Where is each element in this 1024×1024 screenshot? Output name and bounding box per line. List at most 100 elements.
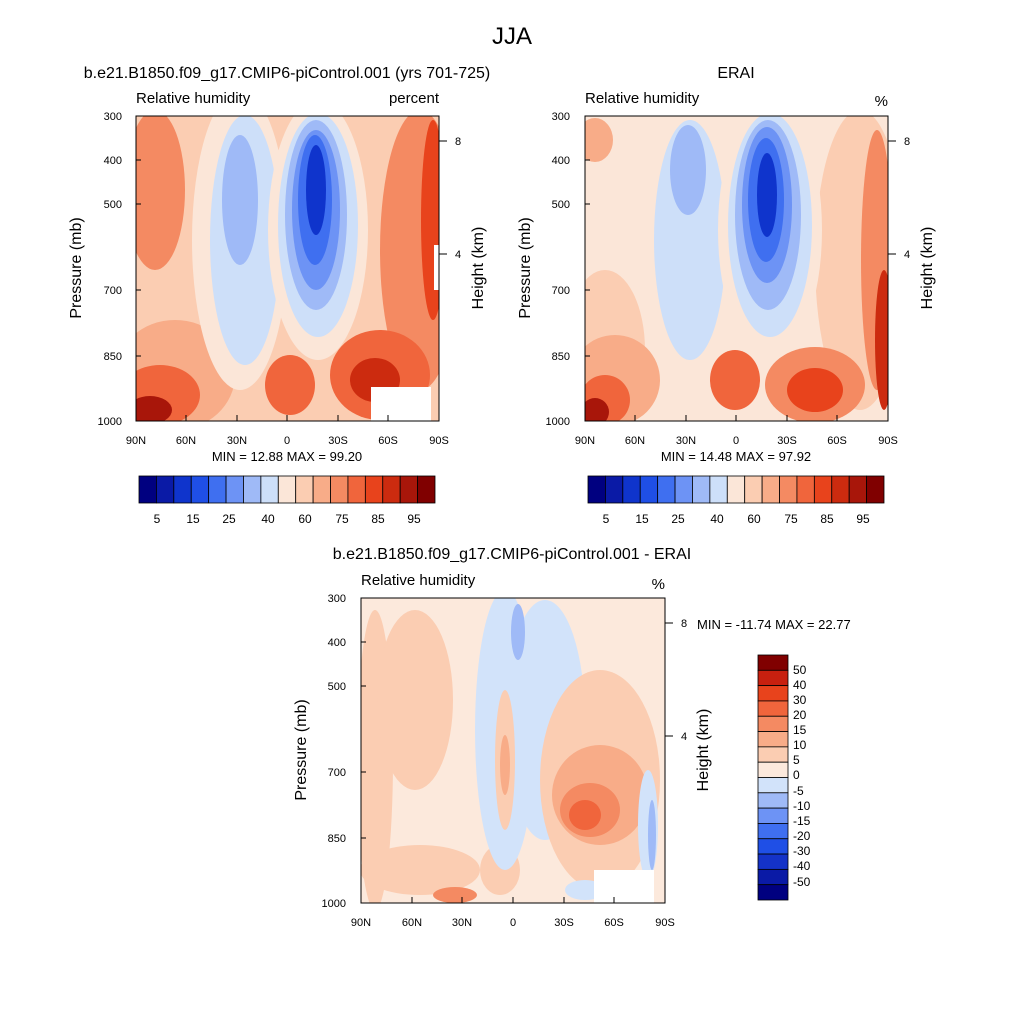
panel-diff-right-axis: 8 4 [665,618,687,743]
panel-erai-field [585,116,888,421]
y-tick-label: 700 [328,767,346,779]
colorbar-box [757,746,789,763]
field-contour [648,800,656,870]
field-contour [222,135,258,265]
field-contour [585,398,609,421]
field-contour [265,355,315,415]
colorbar-box [848,475,867,504]
colorbar-label: 20 [793,708,807,722]
colorbar-box [243,475,262,504]
y-tick-label: 400 [328,637,346,649]
colorbar-box [330,475,349,504]
colorbar-box [312,475,331,504]
field-missing [371,387,431,421]
y-tick-label: 300 [552,111,570,123]
colorbar-diff-boxes [757,654,789,901]
colorbar-box [417,475,436,504]
colorbar-box [639,475,659,504]
panel-model-xticks: 90N 60N 30N 0 30S 60S 90S [126,415,449,447]
y-tick-label: 300 [328,593,346,605]
panel-erai: ERAI Relative humidity % [517,65,936,526]
colorbar-box [779,475,798,504]
colorbar-label: 5 [793,753,800,767]
colorbar-label: 15 [635,512,649,526]
colorbar-box [208,475,227,504]
colorbar-box [757,654,789,671]
colorbar-label: -50 [793,875,811,889]
panel-erai-yticks: 300 400 500 700 850 1000 [546,111,590,428]
colorbar-box [225,475,244,504]
y-tick-label: 850 [104,351,122,363]
field-contour [136,116,185,270]
field-missing [434,245,439,290]
panel-erai-xticks: 90N 60N 30N 0 30S 60S 90S [575,415,898,447]
panel-diff-xticks: 90N 60N 30N 0 30S 60S 90S [351,897,675,929]
panel-erai-title: ERAI [717,65,754,82]
colorbar-box [657,475,676,504]
field-contour [136,396,172,421]
field-contour [569,800,601,830]
height-tick-label: 4 [455,249,461,261]
panel-model-minmax: MIN = 12.88 MAX = 99.20 [212,449,362,464]
colorbar-box [757,868,789,886]
field-contour [875,270,888,410]
panel-erai-units: % [875,93,888,110]
figure-title: JJA [492,23,532,50]
colorbar-label: 25 [222,512,236,526]
x-tick-label: 30S [328,435,348,447]
x-tick-label: 30S [777,435,797,447]
field-contour [433,887,477,903]
y-tick-label: 500 [104,199,122,211]
panel-erai-variable: Relative humidity [585,90,700,107]
panel-diff-minmax: MIN = -11.74 MAX = 22.77 [697,617,851,632]
field-contour [361,845,480,895]
panel-model-title: b.e21.B1850.f09_g17.CMIP6-piControl.001 … [84,65,490,82]
panel-model-ylabel: Pressure (mb) [68,217,85,318]
colorbar-diff: 50 40 30 20 15 10 5 0 -5 -10 -15 -20 -30… [757,654,811,901]
y-tick-label: 400 [552,155,570,167]
colorbar-box [757,669,789,687]
x-tick-label: 60N [176,435,196,447]
panel-diff-title: b.e21.B1850.f09_g17.CMIP6-piControl.001 … [333,546,691,563]
y-tick-label: 1000 [322,898,346,910]
colorbar-box [726,475,746,504]
panel-diff-yticks: 300 400 500 700 850 1000 [322,593,366,910]
colorbar-box [190,475,210,504]
colorbar-box [831,475,850,504]
x-tick-label: 60N [625,435,645,447]
y-tick-label: 850 [328,833,346,845]
x-tick-label: 90N [351,917,371,929]
field-contour [500,735,510,795]
colorbar-label: -5 [793,784,804,798]
height-tick-label: 8 [455,136,461,148]
y-tick-label: 700 [104,285,122,297]
field-contour [585,118,613,162]
colorbar-erai: 5 15 25 40 60 75 85 95 [587,475,885,526]
colorbar-box [277,475,297,504]
colorbar-label: 85 [820,512,834,526]
colorbar-label: -40 [793,859,811,873]
colorbar-box [399,475,418,504]
colorbar-label: 30 [793,693,807,707]
field-contour [710,350,760,410]
x-tick-label: 30N [452,917,472,929]
colorbar-label: 15 [793,723,807,737]
x-tick-label: 90S [878,435,898,447]
field-contour [757,153,777,237]
colorbar-erai-boxes [587,475,885,504]
colorbar-label: 40 [261,512,275,526]
colorbar-box [796,475,815,504]
panel-model-right-axis: 8 4 [439,136,461,261]
colorbar-box [757,700,789,717]
colorbar-label: 85 [371,512,385,526]
panel-model-units: percent [389,90,440,107]
panel-diff: b.e21.B1850.f09_g17.CMIP6-piControl.001 … [293,546,851,929]
colorbar-box [347,475,366,504]
x-tick-label: 90N [575,435,595,447]
panel-model-ylabel-right: Height (km) [470,227,487,310]
height-tick-label: 8 [681,618,687,630]
x-tick-label: 30N [676,435,696,447]
colorbar-box [757,685,789,702]
colorbar-box [295,475,314,504]
x-tick-label: 60N [402,917,422,929]
